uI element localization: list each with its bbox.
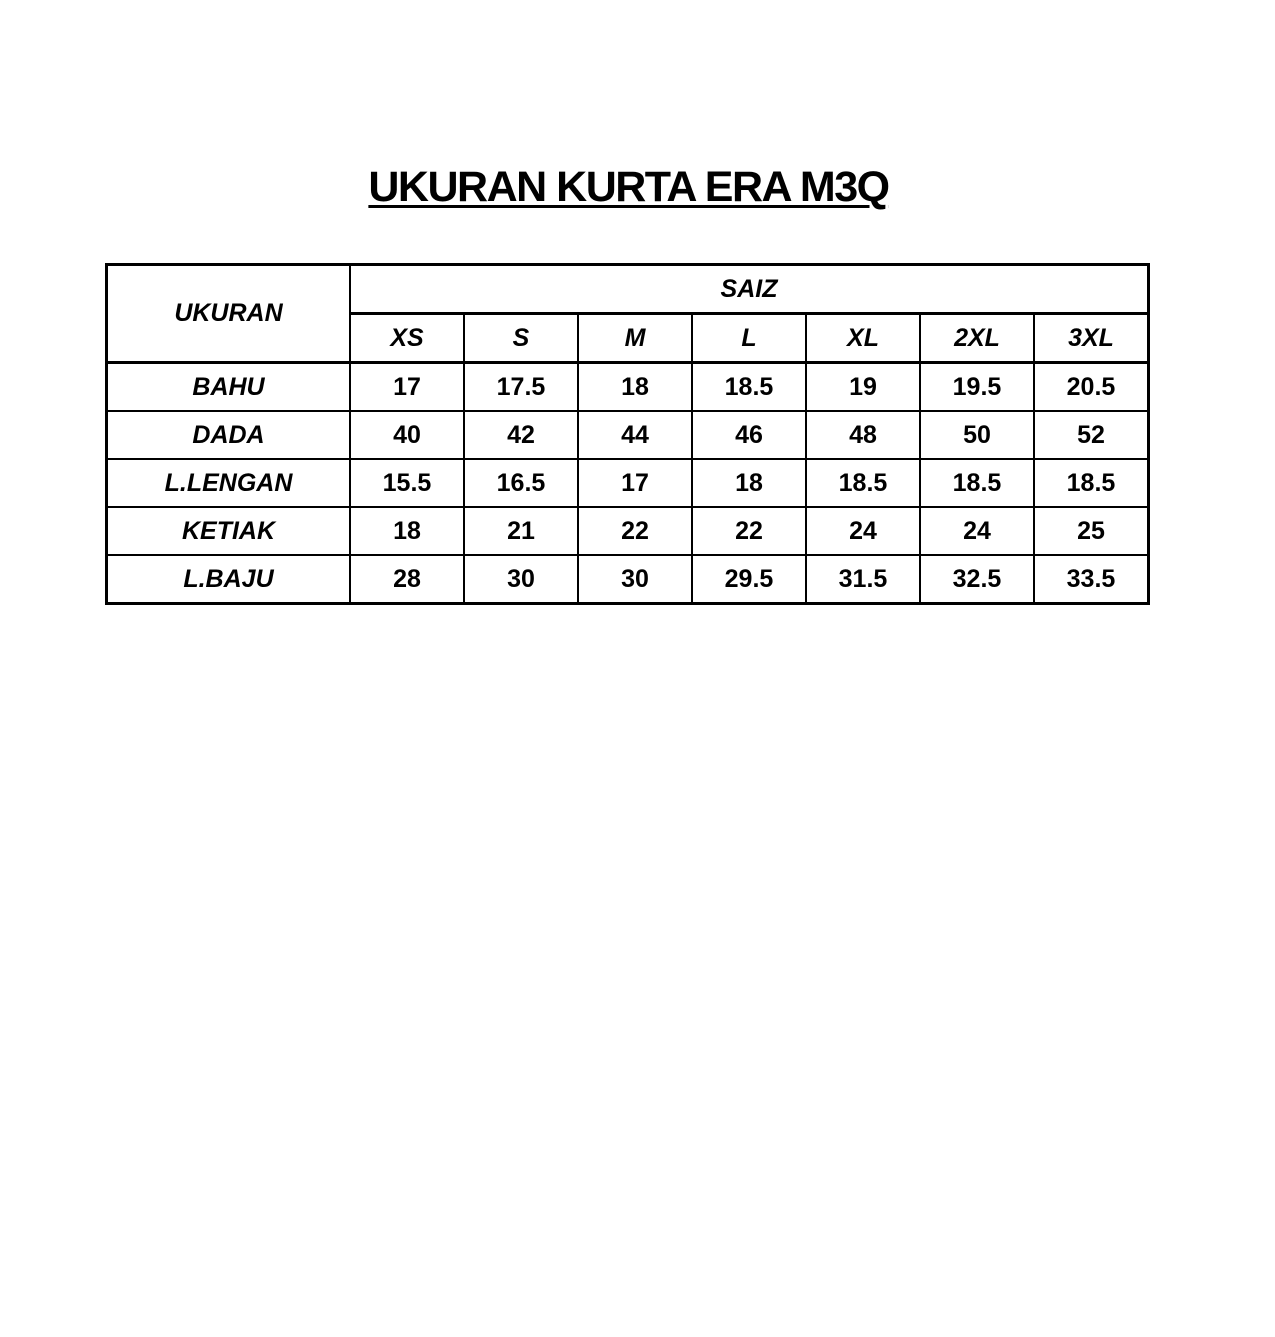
table-cell: 33.5 <box>1033 554 1150 605</box>
table-cell: 18.5 <box>1033 458 1150 508</box>
table-cell: 18.5 <box>805 458 921 508</box>
header-row-group: UKURAN SAIZ <box>105 263 1150 364</box>
table-row: BAHU 17 17.5 18 18.5 19 19.5 20.5 <box>105 361 1150 412</box>
table-cell: 15.5 <box>349 458 465 508</box>
size-header-xs: XS <box>349 312 465 364</box>
size-header-xl: XL <box>805 312 921 364</box>
table-cell: 30 <box>577 554 693 605</box>
table-cell: 24 <box>919 506 1035 556</box>
table-row: L.LENGAN 15.5 16.5 17 18 18.5 18.5 18.5 <box>105 458 1150 508</box>
corner-header: UKURAN <box>105 263 351 364</box>
size-header-s: S <box>463 312 579 364</box>
row-label: L.BAJU <box>105 554 351 605</box>
table-cell: 17.5 <box>463 361 579 412</box>
table-cell: 30 <box>463 554 579 605</box>
row-label: DADA <box>105 410 351 460</box>
table-cell: 28 <box>349 554 465 605</box>
table-cell: 19.5 <box>919 361 1035 412</box>
table-cell: 31.5 <box>805 554 921 605</box>
row-label: L.LENGAN <box>105 458 351 508</box>
table-cell: 17 <box>349 361 465 412</box>
table-cell: 50 <box>919 410 1035 460</box>
size-header-3xl: 3XL <box>1033 312 1150 364</box>
table-cell: 22 <box>577 506 693 556</box>
table-cell: 46 <box>691 410 807 460</box>
group-header-saiz: SAIZ <box>349 263 1150 315</box>
table-cell: 19 <box>805 361 921 412</box>
table-cell: 18 <box>349 506 465 556</box>
table-cell: 20.5 <box>1033 361 1150 412</box>
row-label: BAHU <box>105 361 351 412</box>
size-header-m: M <box>577 312 693 364</box>
table-cell: 22 <box>691 506 807 556</box>
table-cell: 18.5 <box>919 458 1035 508</box>
table-cell: 44 <box>577 410 693 460</box>
table-cell: 48 <box>805 410 921 460</box>
table-cell: 42 <box>463 410 579 460</box>
table-cell: 18 <box>577 361 693 412</box>
table-cell: 18.5 <box>691 361 807 412</box>
table-row: DADA 40 42 44 46 48 50 52 <box>105 410 1150 460</box>
table-cell: 17 <box>577 458 693 508</box>
size-header-2xl: 2XL <box>919 312 1035 364</box>
table-cell: 18 <box>691 458 807 508</box>
size-header-l: L <box>691 312 807 364</box>
size-chart-table: UKURAN SAIZ XS S M L XL 2XL 3XL BAHU 17 17.5 18 18… <box>105 263 1150 605</box>
table-cell: 16.5 <box>463 458 579 508</box>
table-cell: 24 <box>805 506 921 556</box>
header-row-sizes: XS S M L XL 2XL 3XL <box>107 312 1150 364</box>
table-cell: 32.5 <box>919 554 1035 605</box>
table-cell: 25 <box>1033 506 1150 556</box>
table-cell: 40 <box>349 410 465 460</box>
table-cell: 29.5 <box>691 554 807 605</box>
page-title: UKURAN KURTA ERA M3Q <box>368 163 890 211</box>
table-row: KETIAK 18 21 22 22 24 24 25 <box>105 506 1150 556</box>
table-cell: 52 <box>1033 410 1150 460</box>
table-cell: 21 <box>463 506 579 556</box>
row-label: KETIAK <box>105 506 351 556</box>
table-row: L.BAJU 28 30 30 29.5 31.5 32.5 33.5 <box>105 554 1150 605</box>
